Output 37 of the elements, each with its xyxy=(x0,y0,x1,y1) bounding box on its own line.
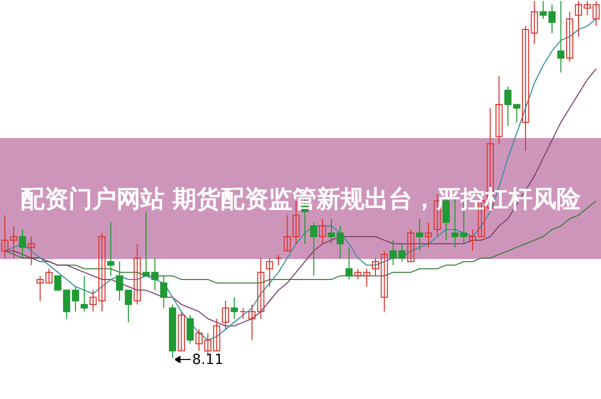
candlestick xyxy=(90,290,97,312)
candlestick xyxy=(416,218,424,252)
candlestick xyxy=(240,308,247,320)
candlestick xyxy=(318,218,326,244)
candlestick xyxy=(495,75,503,144)
candlestick xyxy=(124,290,132,323)
candlestick xyxy=(530,0,538,44)
candlestick xyxy=(266,258,274,288)
candlestick xyxy=(310,222,318,276)
candlestick xyxy=(380,250,388,312)
candlestick xyxy=(186,314,194,344)
candlestick xyxy=(116,261,124,302)
candlestick xyxy=(142,211,150,276)
candlestick xyxy=(45,268,53,284)
candlestick xyxy=(345,246,353,280)
candlestick xyxy=(160,275,168,309)
candlestick xyxy=(18,228,26,259)
candlestick xyxy=(178,311,185,352)
candlestick xyxy=(557,0,564,73)
candlestick xyxy=(230,296,238,320)
candlestick xyxy=(469,228,476,252)
candlestick xyxy=(407,228,414,262)
candlestick xyxy=(98,232,106,312)
candlestick xyxy=(28,236,35,266)
candlestick xyxy=(80,275,88,312)
candlestick xyxy=(566,11,574,62)
candlestick xyxy=(36,275,44,302)
candlestick xyxy=(107,222,114,276)
candlestick xyxy=(372,258,380,276)
candlestick xyxy=(151,258,158,291)
candlestick xyxy=(134,243,141,305)
candlestick xyxy=(424,222,432,248)
candlestick xyxy=(522,25,530,152)
annotation: 8.11 xyxy=(192,352,224,368)
candlestick xyxy=(222,300,230,330)
candlestick xyxy=(274,254,282,266)
candlestick xyxy=(72,286,80,312)
